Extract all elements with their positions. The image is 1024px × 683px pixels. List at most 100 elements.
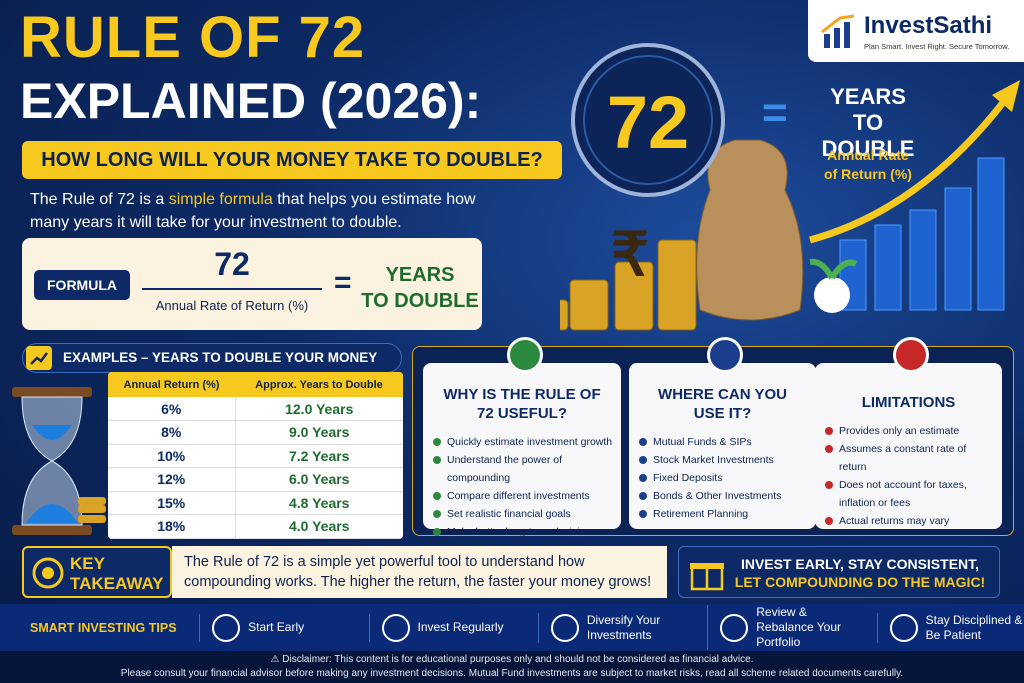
- text: TAKEAWAY: [70, 574, 164, 593]
- table-cell: 9.0 Years: [234, 420, 403, 445]
- brand-tagline: Plan Smart. Invest Right. Secure Tomorro…: [864, 42, 1010, 51]
- hero-rate: Annual Rate of Return (%): [808, 146, 928, 184]
- tip: Diversify Your Investments: [537, 612, 685, 643]
- card-item: Fixed Deposits: [637, 469, 808, 487]
- card-item: Stock Market Investments: [637, 451, 808, 469]
- text: YEARS: [830, 84, 906, 109]
- table-row: 15% 4.8 Years: [108, 491, 403, 515]
- card-item: Mutual Funds & SIPs: [637, 433, 808, 451]
- tip-text: Invest Regularly: [417, 620, 504, 634]
- text: TO DOUBLE: [361, 290, 479, 312]
- tip-text: Stay Disciplined & Be Patient: [925, 612, 1023, 642]
- text: Please consult your financial advisor be…: [120, 668, 904, 679]
- tip-icon: [889, 613, 918, 642]
- table-cell: 12.0 Years: [234, 397, 403, 421]
- icon: [690, 563, 724, 591]
- hero-number: 72: [606, 81, 690, 164]
- cta: INVEST EARLY, STAY CONSISTENT, LET COMPOU…: [678, 546, 1000, 598]
- tip: Start Early: [199, 613, 346, 642]
- decor: [560, 43, 1020, 331]
- examples-title: EXAMPLES – YEARS TO DOUBLE YOUR MONEY: [22, 343, 402, 373]
- column-header: Annual Return (%): [108, 372, 235, 397]
- card-icon: [893, 337, 929, 373]
- card-item: Bonds & Other Investments: [637, 487, 808, 505]
- takeaway-text: The Rule of 72 is a simple yet powerful …: [172, 546, 667, 598]
- hero-equals: =: [762, 88, 788, 137]
- card-item: Set realistic financial goals: [431, 505, 613, 523]
- equals: =: [334, 266, 352, 299]
- table-cell: 6.0 Years: [234, 467, 403, 492]
- card-title: WHY IS THE RULE OF 72 USEFUL?: [443, 386, 601, 422]
- bag-symbol: ₹: [610, 221, 650, 288]
- denominator: Annual Rate of Return (%): [155, 298, 309, 313]
- table-cell: 15%: [108, 491, 235, 515]
- tip: Review & Rebalance Your Portfolio: [707, 605, 854, 650]
- brand: InvestSathi Plan Smart. Invest Right. Se…: [808, 0, 1024, 62]
- numerator: 72: [214, 246, 250, 282]
- text: INVEST EARLY, STAY CONSISTENT, LET COMPOU…: [729, 555, 991, 591]
- table-cell: 6%: [108, 397, 235, 421]
- text: The Rule of 72 is a: [30, 191, 165, 208]
- tip: Stay Disciplined & Be Patient: [876, 612, 1024, 643]
- takeaway-label: KEY TAKEAWAY: [22, 546, 172, 598]
- text: KEY TAKEAWAY: [70, 554, 164, 594]
- table-cell: 10%: [108, 444, 235, 468]
- tip-text: Start Early: [248, 620, 305, 634]
- text: KEY: [70, 554, 105, 573]
- icon: [26, 346, 52, 370]
- text: of Return (%): [824, 166, 912, 182]
- formula-box: FORMULA 72 Annual Rate of Return (%) = Y…: [22, 238, 482, 330]
- text: Annual Rate: [827, 147, 909, 163]
- tip-icon: [381, 613, 410, 642]
- icon: [32, 557, 64, 589]
- card-item: Quickly estimate investment growth: [431, 433, 613, 451]
- info-card: WHERE CAN YOU USE IT? Mutual Funds & SIPs…: [629, 363, 816, 529]
- card-item: Understand the power of compounding: [431, 451, 613, 487]
- card-title: WHERE CAN YOU USE IT?: [658, 386, 787, 422]
- table-row: 8% 9.0 Years: [108, 420, 403, 445]
- table-row: 10% 7.2 Years: [108, 444, 403, 468]
- logo: [821, 14, 855, 48]
- tip-icon: [550, 613, 579, 642]
- tip-icon: [212, 613, 241, 642]
- disclaimer: ⚠ Disclaimer: This content is for educat…: [0, 651, 1024, 683]
- card-icon: [507, 337, 543, 373]
- table-cell: 7.2 Years: [234, 444, 403, 468]
- examples-table: Annual Return (%) Approx. Years to Double…: [108, 372, 403, 539]
- card-list: Mutual Funds & SIPs Stock Market Investme…: [629, 433, 816, 523]
- card-item: Make better long-term decisions: [431, 523, 613, 541]
- text: INVEST EARLY, STAY CONSISTENT,: [740, 556, 980, 572]
- text: TO DOUBLE: [821, 110, 915, 161]
- card-item: Does not account for taxes, inflation or…: [823, 476, 994, 512]
- table-cell: 4.8 Years: [234, 491, 403, 515]
- table-cell: 12%: [108, 467, 235, 492]
- table-cell: 8%: [108, 420, 235, 445]
- text: YEARS: [385, 264, 455, 286]
- card-list: Quickly estimate investment growth Unders…: [423, 433, 621, 541]
- tip: Invest Regularly: [368, 613, 516, 642]
- formula-label: FORMULA: [34, 270, 130, 300]
- column-header: Approx. Years to Double: [235, 372, 403, 397]
- card-item: Actual returns may vary: [823, 512, 994, 530]
- card-icon: [707, 337, 743, 373]
- card-item: Provides only an estimate: [823, 422, 994, 440]
- text: LET COMPOUNDING DO THE MAGIC!: [734, 574, 986, 590]
- card-item: Assumes a constant rate of return: [823, 440, 994, 476]
- highlight: simple formula: [168, 191, 273, 208]
- formula-result: YEARS TO DOUBLE: [360, 262, 480, 314]
- fraction-line: [142, 288, 322, 290]
- table-row: 12% 6.0 Years: [108, 467, 403, 492]
- tips-title: SMART INVESTING TIPS: [30, 620, 177, 635]
- card-list: Provides only an estimate Assumes a const…: [815, 422, 1002, 530]
- tip-icon: [720, 613, 749, 642]
- text: ⚠ Disclaimer: This content is for educat…: [270, 654, 754, 665]
- info-card: LIMITATIONS Provides only an estimate Assu…: [815, 363, 1002, 529]
- card-title: LIMITATIONS: [861, 394, 956, 411]
- brand-name: InvestSathi: [864, 12, 993, 39]
- title: RULE OF 72: [20, 5, 366, 70]
- intro: The Rule of 72 is a simple formula that …: [30, 188, 490, 234]
- title: EXPLAINED (2026):: [20, 73, 482, 129]
- info-card: WHY IS THE RULE OF 72 USEFUL? Quickly est…: [423, 363, 621, 538]
- subtitle: HOW LONG WILL YOUR MONEY TAKE TO DOUBLE?: [22, 141, 562, 179]
- table-cell: 4.0 Years: [234, 514, 403, 539]
